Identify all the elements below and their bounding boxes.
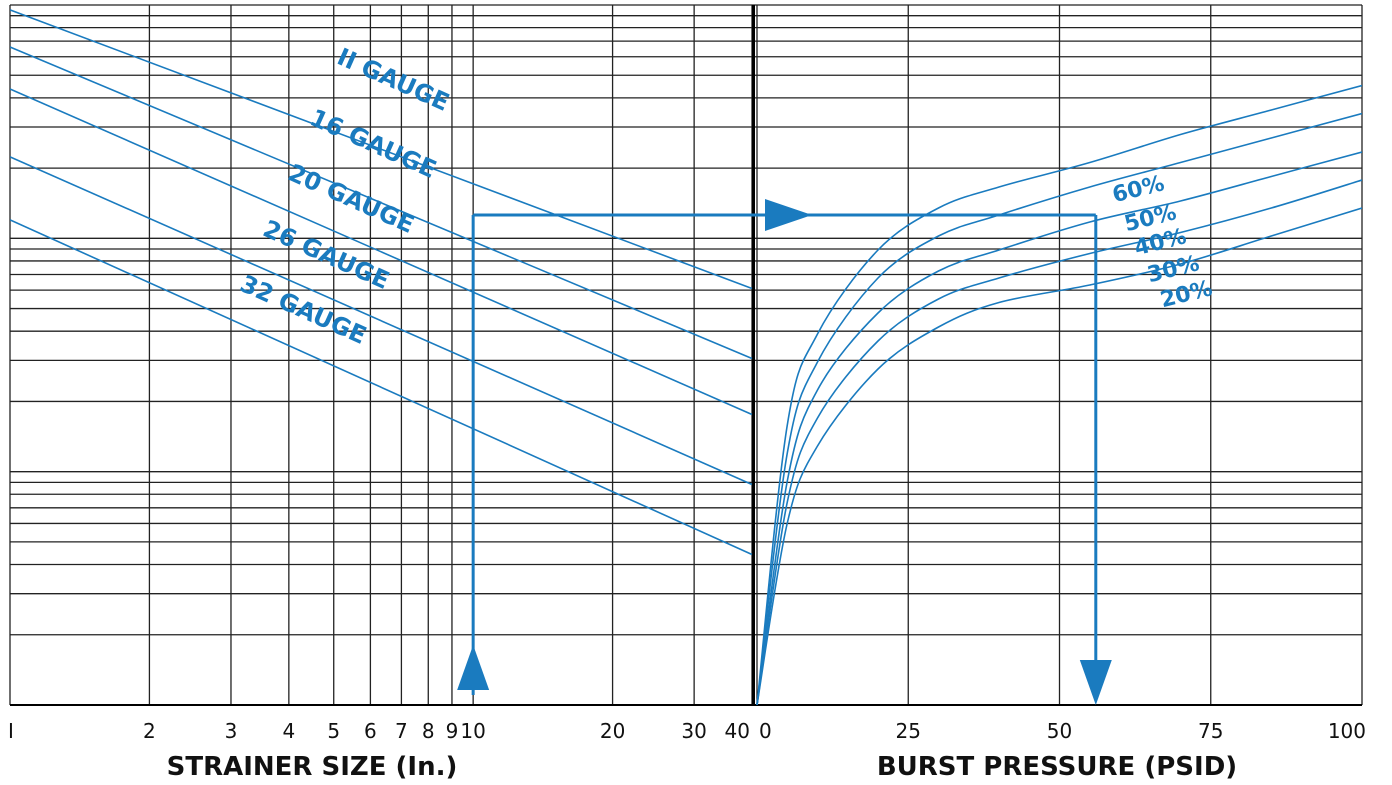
x-tick-label: 100	[1328, 719, 1366, 743]
gauge-label: 32 GAUGE	[236, 269, 371, 349]
x-tick-label: 5	[327, 719, 340, 743]
x-tick-label: 50	[1047, 719, 1072, 743]
left-x-axis-title: STRAINER SIZE (In.)	[167, 752, 458, 782]
gauge-label: II GAUGE	[333, 43, 453, 117]
x-tick-label: 0	[759, 719, 772, 743]
right-x-axis-title: BURST PRESSURE (PSID)	[877, 752, 1237, 782]
x-tick-label: 75	[1198, 719, 1223, 743]
x-tick-label: 20	[600, 719, 625, 743]
x-tick-label: 10	[460, 719, 485, 743]
x-tick-label: 7	[395, 719, 408, 743]
x-tick-label: 6	[364, 719, 377, 743]
x-tick-label: 9	[446, 719, 459, 743]
x-tick-label: 3	[225, 719, 238, 743]
gauge-label: 20 GAUGE	[284, 158, 419, 238]
tick-labels: I 2 3 4 5 6 7 8 9 10 20 30 40 0 25 50 75 100	[8, 719, 1366, 743]
grid	[10, 5, 1362, 705]
x-tick-label: 30	[681, 719, 706, 743]
percent-label: 60%	[1110, 171, 1167, 208]
arrow-right-icon	[765, 199, 812, 231]
x-tick-label: 4	[282, 719, 295, 743]
x-tick-label: 40	[725, 719, 750, 743]
x-tick-label: 25	[896, 719, 921, 743]
x-tick-label: 2	[143, 719, 156, 743]
x-tick-label: I	[8, 719, 14, 743]
arrow-up-icon	[457, 645, 489, 690]
x-tick-label: 8	[422, 719, 435, 743]
arrow-down-icon	[1080, 660, 1112, 705]
